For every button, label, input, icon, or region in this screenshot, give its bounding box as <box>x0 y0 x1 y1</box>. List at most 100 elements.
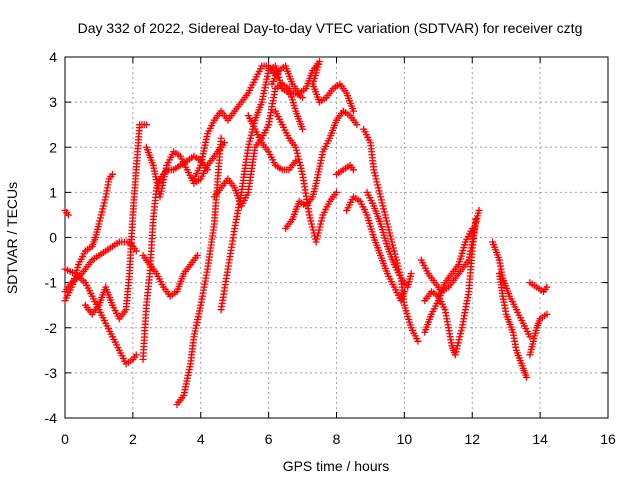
data-point <box>306 214 314 222</box>
data-point <box>317 217 325 225</box>
data-point <box>454 339 462 347</box>
data-point <box>475 206 483 214</box>
data-point <box>386 229 394 237</box>
series-arc-9 <box>173 134 225 408</box>
data-point <box>349 107 357 115</box>
data-point <box>523 373 531 381</box>
data-point <box>221 139 229 147</box>
data-point <box>96 214 104 222</box>
data-point <box>317 220 325 228</box>
x-tick-label: 8 <box>333 431 341 447</box>
series-arc-23 <box>421 224 476 336</box>
data-point <box>457 327 465 335</box>
x-tick-label: 12 <box>464 431 480 447</box>
data-point <box>100 199 108 207</box>
y-tick-label: 3 <box>49 94 57 110</box>
data-point <box>349 166 357 174</box>
data-point <box>315 226 323 234</box>
series-arc-14 <box>282 107 361 232</box>
data-point <box>543 283 551 291</box>
x-tick-label: 0 <box>61 431 69 447</box>
x-tick-label: 2 <box>129 431 137 447</box>
series-arc-17 <box>333 161 357 178</box>
data-point <box>383 217 391 225</box>
data-point <box>384 223 392 231</box>
data-point <box>309 226 317 234</box>
x-axis-label: GPS time / hours <box>283 458 390 474</box>
y-tick-label: -2 <box>45 320 58 336</box>
data-point <box>388 238 396 246</box>
series-arc-24 <box>489 238 534 341</box>
data-point <box>305 211 313 219</box>
x-tick-label: 14 <box>532 431 548 447</box>
data-point <box>109 170 117 178</box>
data-point <box>314 232 322 240</box>
y-tick-label: -3 <box>45 365 58 381</box>
data-point <box>377 196 385 204</box>
data-point <box>245 140 253 148</box>
data-point <box>472 215 480 223</box>
data-point <box>543 310 551 318</box>
data-series <box>61 58 551 408</box>
data-point <box>99 205 107 213</box>
data-point <box>389 244 397 252</box>
series-arc-7 <box>139 252 201 300</box>
series-arc-22 <box>421 215 480 359</box>
x-tick-label: 4 <box>197 431 205 447</box>
series-arc-25 <box>495 270 531 381</box>
data-point <box>380 205 388 213</box>
data-point <box>371 172 379 180</box>
data-point <box>407 270 415 278</box>
data-point <box>353 121 361 129</box>
data-point <box>457 330 465 338</box>
data-point <box>456 333 464 341</box>
y-tick-label: -1 <box>45 275 58 291</box>
data-point <box>142 121 150 129</box>
x-tick-label: 6 <box>265 431 273 447</box>
data-point <box>96 217 104 225</box>
series-arc-15 <box>268 58 357 115</box>
data-point <box>299 125 307 133</box>
data-point <box>318 214 326 222</box>
data-point <box>132 351 140 359</box>
data-point <box>295 155 303 163</box>
series-arc-18 <box>343 193 408 305</box>
data-point <box>132 247 140 255</box>
y-axis-label: SDTVAR / TECUs <box>4 182 20 294</box>
data-point <box>453 345 461 353</box>
data-point <box>292 157 300 165</box>
data-point <box>454 342 462 350</box>
data-point <box>385 226 393 234</box>
data-point <box>296 161 304 169</box>
data-point <box>95 220 103 228</box>
data-point <box>314 229 322 237</box>
data-point <box>468 224 476 232</box>
series-arc-20 <box>363 188 415 291</box>
x-tick-label: 16 <box>600 431 616 447</box>
data-point <box>451 351 459 359</box>
data-point <box>374 181 382 189</box>
y-tick-label: 0 <box>49 230 57 246</box>
series-arc-10 <box>217 62 307 314</box>
data-point <box>414 337 422 345</box>
data-point <box>376 190 384 198</box>
y-tick-label: -4 <box>45 410 58 426</box>
series-arc-5 <box>81 121 150 323</box>
data-point <box>308 220 316 228</box>
series-arc-1 <box>61 206 72 219</box>
data-point <box>299 94 307 102</box>
data-point <box>382 214 390 222</box>
data-point <box>375 187 383 195</box>
data-point <box>298 167 306 175</box>
data-point <box>296 158 304 166</box>
y-tick-label: 4 <box>49 49 57 65</box>
y-tick-label: 2 <box>49 139 57 155</box>
data-point <box>313 235 321 243</box>
data-point <box>64 211 72 219</box>
data-point <box>380 208 388 216</box>
grid <box>65 57 608 418</box>
series-arc-12 <box>244 112 300 174</box>
